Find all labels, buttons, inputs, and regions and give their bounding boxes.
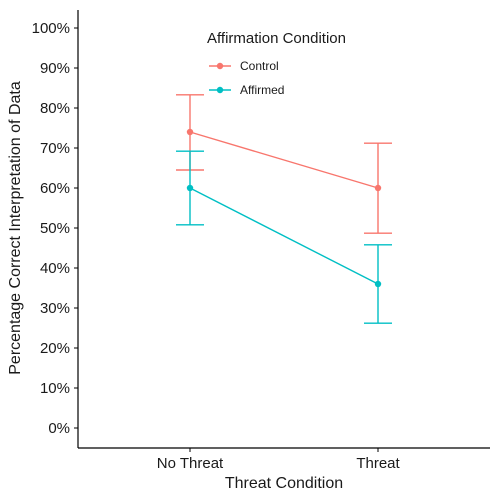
legend: Control Affirmed [209,59,284,97]
y-tick-label: 70% [40,140,70,157]
x-axis-title: Threat Condition [225,475,343,492]
y-axis-ticks: 0% 10% 20% 30% 40% 50% 60% 70% 80% 90% 100% [32,20,78,437]
y-tick-label: 100% [32,20,70,37]
legend-item-affirmed: Affirmed [209,83,284,97]
y-tick-label: 50% [40,220,70,237]
legend-item-control: Control [209,59,279,73]
legend-key-point [216,62,224,70]
x-tick-label: No Threat [157,455,224,472]
x-tick-label: Threat [356,455,400,472]
y-tick-label: 60% [40,180,70,197]
x-axis-ticks: No Threat Threat [157,448,401,472]
series-affirmed [176,150,392,324]
y-tick-label: 90% [40,60,70,77]
legend-title: Affirmation Condition [207,30,346,47]
legend-label: Control [240,59,279,73]
data-point [186,128,194,136]
legend-key-point [216,86,224,94]
series-control [176,94,392,234]
y-tick-label: 40% [40,260,70,277]
y-tick-label: 20% [40,340,70,357]
legend-label: Affirmed [240,83,284,97]
series-layer [176,94,392,324]
y-axis-title: Percentage Correct Interpretation of Dat… [7,81,24,375]
series-line [189,131,379,189]
y-tick-label: 80% [40,100,70,117]
y-tick-label: 10% [40,380,70,397]
data-point [374,184,382,192]
series-line [189,187,379,285]
y-tick-label: 30% [40,300,70,317]
data-point [186,184,194,192]
data-point [374,280,382,288]
y-tick-label: 0% [48,420,70,437]
